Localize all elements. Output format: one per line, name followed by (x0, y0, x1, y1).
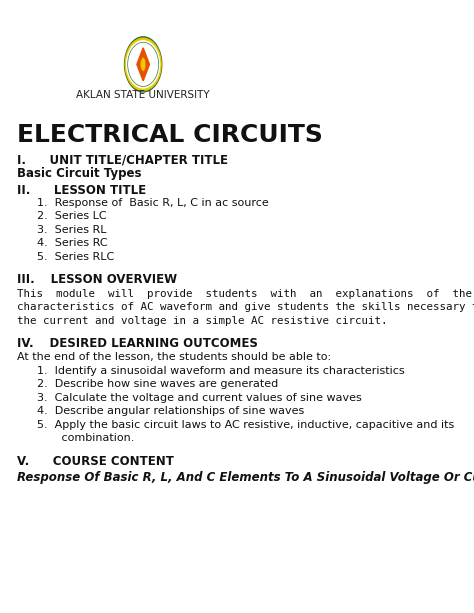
Ellipse shape (125, 38, 161, 91)
Text: 3.  Series RL: 3. Series RL (37, 225, 107, 235)
Text: 1.  Identify a sinusoidal waveform and measure its characteristics: 1. Identify a sinusoidal waveform and me… (37, 366, 405, 376)
Text: ELECTRICAL CIRCUITS: ELECTRICAL CIRCUITS (17, 123, 323, 147)
Text: IV.  DESIRED LEARNING OUTCOMES: IV. DESIRED LEARNING OUTCOMES (17, 337, 258, 349)
Text: This  module  will  provide  students  with  an  explanations  of  the  specific: This module will provide students with a… (17, 289, 474, 299)
Text: 5.  Series RLC: 5. Series RLC (37, 252, 114, 262)
Text: characteristics of AC waveform and give students the skills necessary to calcula: characteristics of AC waveform and give … (17, 302, 474, 312)
Text: 2.  Describe how sine waves are generated: 2. Describe how sine waves are generated (37, 379, 278, 389)
Text: combination.: combination. (37, 433, 135, 443)
Polygon shape (137, 48, 149, 81)
Text: 5.  Apply the basic circuit laws to AC resistive, inductive, capacitive and its: 5. Apply the basic circuit laws to AC re… (37, 420, 455, 430)
Text: II.  LESSON TITLE: II. LESSON TITLE (17, 184, 146, 197)
Text: V.  COURSE CONTENT: V. COURSE CONTENT (17, 455, 174, 468)
Text: At the end of the lesson, the students should be able to:: At the end of the lesson, the students s… (17, 352, 331, 362)
Ellipse shape (141, 58, 146, 71)
Text: 3.  Calculate the voltage and current values of sine waves: 3. Calculate the voltage and current val… (37, 393, 362, 403)
Text: 4.  Series RC: 4. Series RC (37, 238, 108, 248)
Ellipse shape (127, 41, 160, 88)
Text: 4.  Describe angular relationships of sine waves: 4. Describe angular relationships of sin… (37, 406, 304, 416)
Ellipse shape (125, 37, 162, 92)
Text: AKLAN STATE UNIVERSITY: AKLAN STATE UNIVERSITY (76, 90, 210, 100)
Text: Response Of Basic R, L, And C Elements To A Sinusoidal Voltage Or Current: Response Of Basic R, L, And C Elements T… (17, 471, 474, 484)
Text: III.  LESSON OVERVIEW: III. LESSON OVERVIEW (17, 273, 177, 286)
Text: 1.  Response of  Basic R, L, C in ac source: 1. Response of Basic R, L, C in ac sourc… (37, 198, 269, 208)
Text: the current and voltage in a simple AC resistive circuit.: the current and voltage in a simple AC r… (17, 316, 388, 326)
Text: 2.  Series LC: 2. Series LC (37, 211, 107, 221)
Text: I.  UNIT TITLE/CHAPTER TITLE: I. UNIT TITLE/CHAPTER TITLE (17, 153, 228, 166)
Text: Basic Circuit Types: Basic Circuit Types (17, 167, 142, 180)
